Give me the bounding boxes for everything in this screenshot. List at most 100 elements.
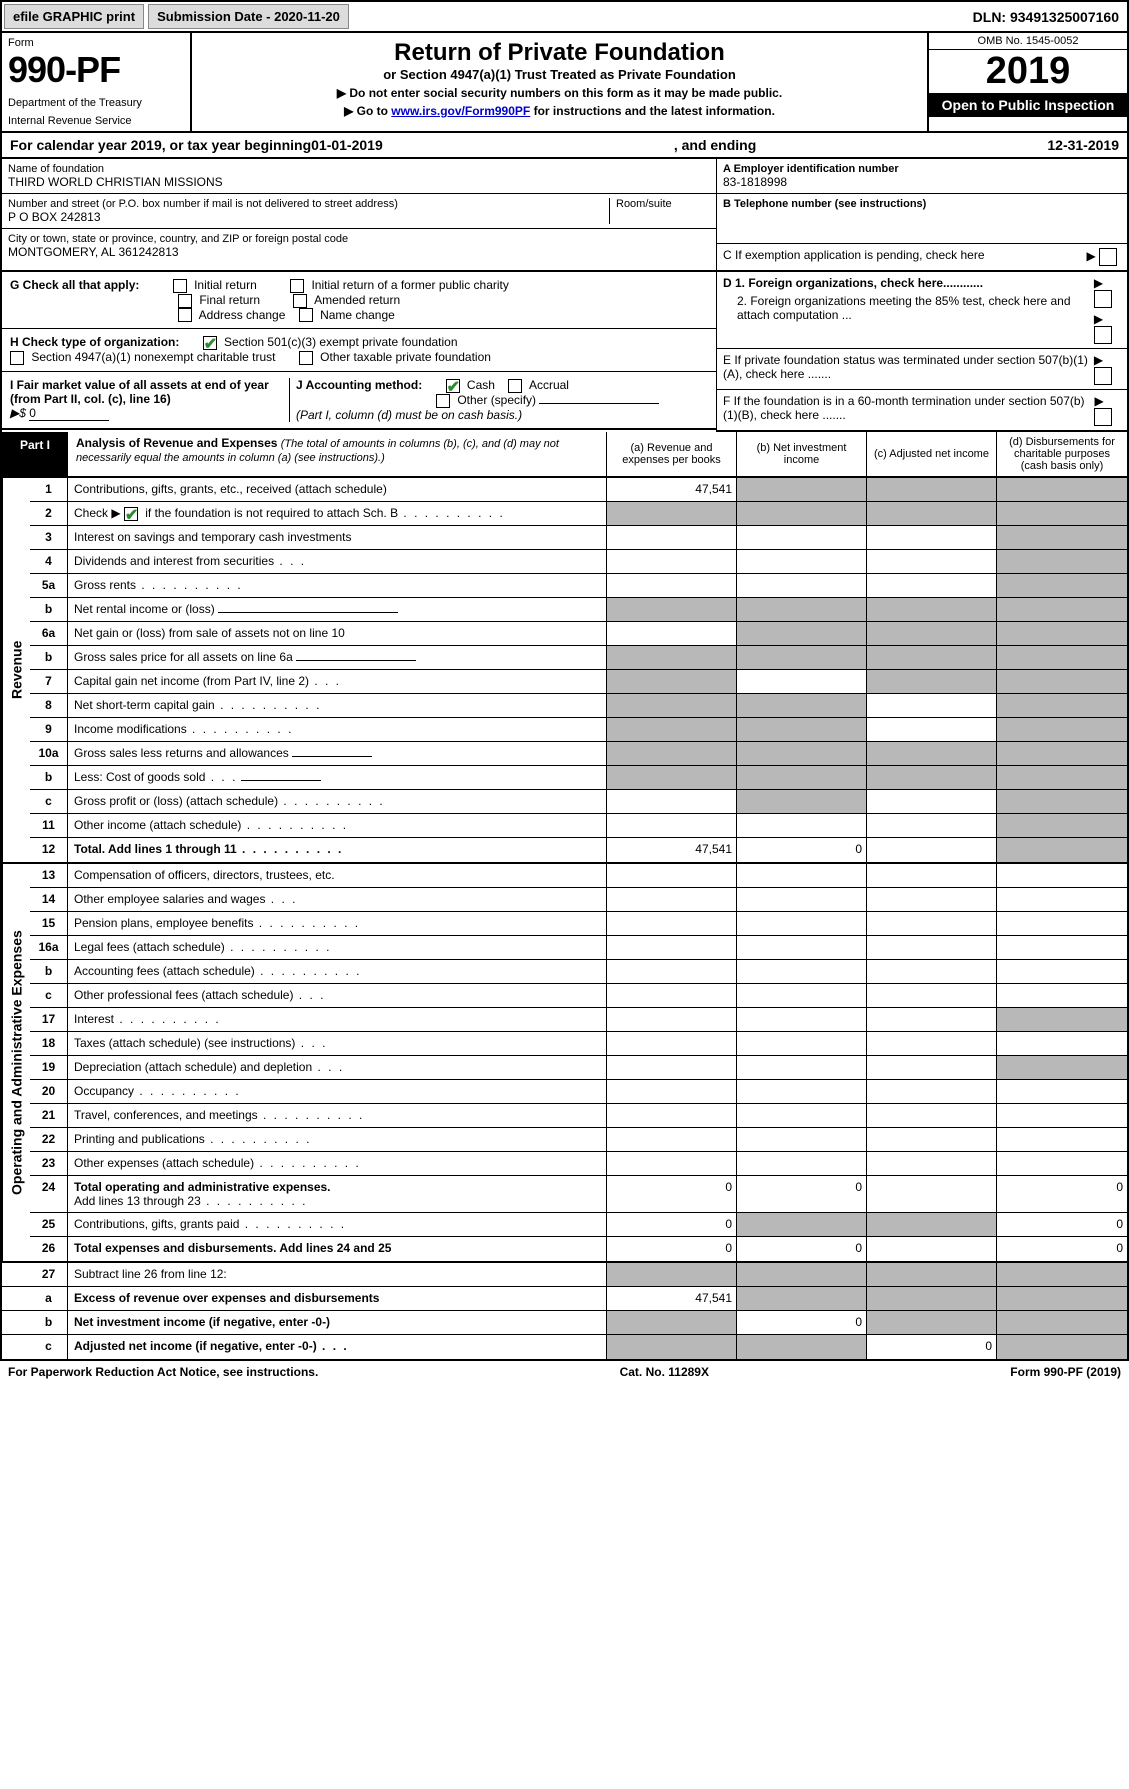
g-initial-public-cb[interactable] [290,279,304,293]
dept-irs: Internal Revenue Service [8,115,184,127]
l26-desc: Total expenses and disbursements. Add li… [68,1237,607,1261]
l27a-a: 47,541 [607,1287,737,1310]
g-label: G Check all that apply: [10,278,139,292]
l27a-desc: Excess of revenue over expenses and disb… [68,1287,607,1310]
submission-date-button[interactable]: Submission Date - 2020-11-20 [148,4,349,29]
line27-section: 27Subtract line 26 from line 12: aExcess… [0,1263,1129,1361]
c-cell: C If exemption application is pending, c… [717,244,1127,270]
l16b-desc: Accounting fees (attach schedule) [68,960,607,983]
d1-checkbox[interactable] [1094,290,1112,308]
g-opt-0: Initial return [194,278,257,292]
col-d-hdr: (d) Disbursements for charitable purpose… [997,432,1127,476]
street-cell: Number and street (or P.O. box number if… [2,194,716,229]
l26-a: 0 [607,1237,737,1261]
street-val: P O BOX 242813 [8,210,603,224]
h-row: H Check type of organization: Section 50… [2,329,716,372]
g-row: G Check all that apply: Initial return I… [2,272,716,329]
form-number: 990-PF [8,49,184,91]
instr-link[interactable]: www.irs.gov/Form990PF [391,104,530,118]
g-final-return-cb[interactable] [178,294,192,308]
l16a-desc: Legal fees (attach schedule) [68,936,607,959]
year-box: OMB No. 1545-0052 2019 Open to Public In… [927,33,1127,131]
side-revenue: Revenue [2,478,30,862]
l7-desc: Capital gain net income (from Part IV, l… [68,670,607,693]
ij-row: I Fair market value of all assets at end… [2,372,716,430]
l23-desc: Other expenses (attach schedule) [68,1152,607,1175]
g-name-change-cb[interactable] [299,308,313,322]
l18-desc: Taxes (attach schedule) (see instruction… [68,1032,607,1055]
l5a-desc: Gross rents [68,574,607,597]
l13-desc: Compensation of officers, directors, tru… [68,864,607,887]
calendar-pre: For calendar year 2019, or tax year begi… [10,137,311,153]
c-label: C If exemption application is pending, c… [723,248,985,262]
d2-label: 2. Foreign organizations meeting the 85%… [737,294,1088,322]
l20-desc: Occupancy [68,1080,607,1103]
l26-d: 0 [997,1237,1127,1261]
h-opt-3: Other taxable private foundation [320,350,491,364]
ghij-left: G Check all that apply: Initial return I… [2,272,717,432]
j-cell: J Accounting method: Cash Accrual Other … [290,378,708,422]
calendar-begin: 01-01-2019 [311,137,383,153]
l2-checkbox[interactable] [124,507,138,521]
col-a-hdr: (a) Revenue and expenses per books [607,432,737,476]
l5b-desc: Net rental income or (loss) [68,598,607,621]
dept-treasury: Department of the Treasury [8,97,184,109]
col-c-hdr: (c) Adjusted net income [867,432,997,476]
city-cell: City or town, state or province, country… [2,229,716,263]
phone-label: B Telephone number (see instructions) [723,198,1121,210]
e-cell: E If private foundation status was termi… [717,349,1127,390]
g-address-change-cb[interactable] [178,308,192,322]
part1-tag: Part I [2,432,68,476]
title-box: Return of Private Foundation or Section … [192,33,927,131]
omb-number: OMB No. 1545-0052 [929,33,1127,50]
tax-year: 2019 [929,50,1127,93]
subtitle: or Section 4947(a)(1) Trust Treated as P… [202,67,917,82]
j-cash-cb[interactable] [446,379,460,393]
h-4947-cb[interactable] [10,351,24,365]
l12-b: 0 [737,838,867,862]
l16c-desc: Other professional fees (attach schedule… [68,984,607,1007]
h-other-taxable-cb[interactable] [299,351,313,365]
h-opt-2: Section 4947(a)(1) nonexempt charitable … [31,350,275,364]
l19-desc: Depreciation (attach schedule) and deple… [68,1056,607,1079]
name-cell: Name of foundation THIRD WORLD CHRISTIAN… [2,159,716,194]
c-checkbox[interactable] [1099,248,1117,266]
h-501c3-cb[interactable] [203,336,217,350]
j-label: J Accounting method: [296,378,422,392]
l27b-b: 0 [737,1311,867,1334]
g-opt-4: Amended return [314,293,400,307]
ein-val: 83-1818998 [723,175,1121,189]
l25-a: 0 [607,1213,737,1236]
revenue-section: Revenue 1Contributions, gifts, grants, e… [0,478,1129,864]
f-checkbox[interactable] [1094,408,1112,426]
i-val: 0 [29,406,109,421]
g-initial-return-cb[interactable] [173,279,187,293]
l24-desc: Total operating and administrative expen… [68,1176,607,1212]
instr-2-post: for instructions and the latest informat… [530,104,775,118]
h-opt-1: Section 501(c)(3) exempt private foundat… [224,335,457,349]
l8-desc: Net short-term capital gain [68,694,607,717]
e-label: E If private foundation status was termi… [723,353,1094,381]
i-arrow: ▶$ [10,406,26,420]
top-bar: efile GRAPHIC print Submission Date - 20… [0,0,1129,33]
j-accrual-cb[interactable] [508,379,522,393]
g-amended-cb[interactable] [293,294,307,308]
l25-desc: Contributions, gifts, grants paid [68,1213,607,1236]
instr-2-pre: Go to [357,104,392,118]
form-number-box: Form 990-PF Department of the Treasury I… [2,33,192,131]
g-opt-2: Address change [199,308,286,322]
entity-info: Name of foundation THIRD WORLD CHRISTIAN… [0,159,1129,272]
footer-mid: Cat. No. 11289X [620,1365,709,1379]
entity-left: Name of foundation THIRD WORLD CHRISTIAN… [2,159,717,270]
ghij-right: D 1. Foreign organizations, check here..… [717,272,1127,432]
j-other-cb[interactable] [436,394,450,408]
d2-checkbox[interactable] [1094,326,1112,344]
part1-desc: Analysis of Revenue and Expenses (The to… [68,432,607,476]
foundation-name: THIRD WORLD CHRISTIAN MISSIONS [8,175,710,189]
side-expenses: Operating and Administrative Expenses [2,864,30,1261]
l11-desc: Other income (attach schedule) [68,814,607,837]
l12-a: 47,541 [607,838,737,862]
e-checkbox[interactable] [1094,367,1112,385]
efile-button[interactable]: efile GRAPHIC print [4,4,144,29]
expenses-section: Operating and Administrative Expenses 13… [0,864,1129,1263]
